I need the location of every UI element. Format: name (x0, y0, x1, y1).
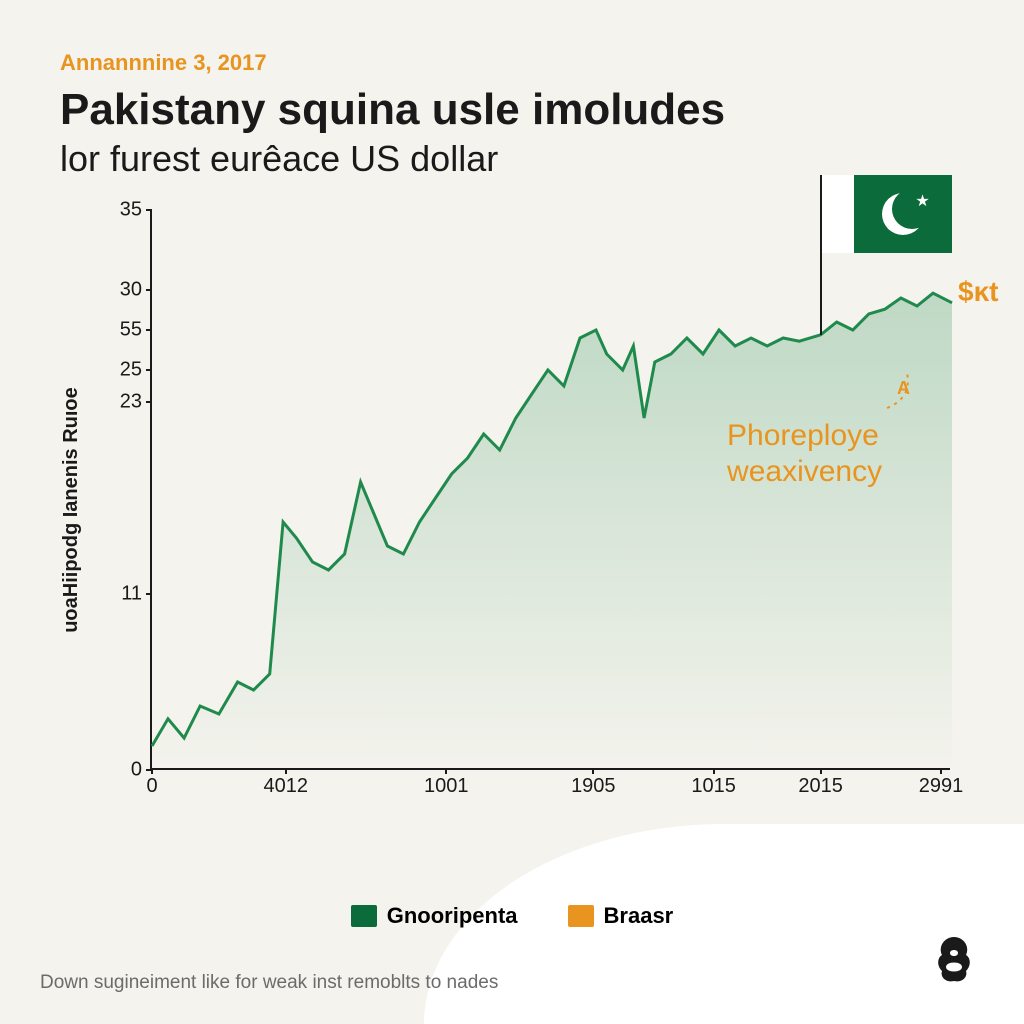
x-tick-label: 2991 (919, 775, 964, 798)
y-tick-label: 35 (102, 199, 142, 222)
legend-label-1: Braasr (604, 903, 674, 929)
callout-arrow-label: A (897, 378, 910, 399)
y-tick-label: 25 (102, 359, 142, 382)
legend-item-1: Braasr (568, 903, 674, 929)
chart-svg (152, 210, 952, 770)
x-tick-label: 1001 (424, 775, 469, 798)
plot-region: ★ $ĸt A Phoreploye weaxivency 0112325553… (150, 210, 950, 770)
legend: Gnooripenta Braasr (0, 903, 1024, 929)
end-value-label: $ĸt (958, 276, 998, 308)
flag-marker: ★ (820, 175, 822, 335)
legend-item-0: Gnooripenta (351, 903, 518, 929)
footer-text: Down sugineiment like for weak inst remo… (40, 972, 498, 994)
callout-line2: weaxivency (727, 454, 882, 490)
brand-logo-icon (924, 929, 984, 994)
subtitle: lor furest eurêace US dollar (60, 138, 964, 180)
main-title: Pakistany squina usle imoludes (60, 86, 964, 134)
y-tick-label: 11 (102, 583, 142, 606)
callout-line1: Phoreploye (727, 418, 882, 454)
y-tick-label: 0 (102, 759, 142, 782)
y-axis-label: uoaHiipodg Ianenis Ruıoe (60, 388, 83, 634)
x-tick-label: 0 (146, 775, 157, 798)
pakistan-flag-icon: ★ (822, 175, 952, 253)
chart-area: uoaHiipodg Ianenis Ruıoe (110, 210, 950, 810)
x-tick-label: 2015 (798, 775, 843, 798)
y-tick-label: 23 (102, 391, 142, 414)
legend-label-0: Gnooripenta (387, 903, 518, 929)
x-tick-label: 1905 (571, 775, 616, 798)
y-tick-label: 30 (102, 279, 142, 302)
date-label: Annannnine 3, 2017 (60, 50, 964, 76)
legend-swatch-1 (568, 905, 594, 927)
x-tick-label: 1015 (691, 775, 736, 798)
legend-swatch-0 (351, 905, 377, 927)
x-tick-label: 4012 (263, 775, 308, 798)
callout-text: Phoreploye weaxivency (727, 418, 882, 490)
infographic-container: Annannnine 3, 2017 Pakistany squina usle… (0, 0, 1024, 1024)
y-tick-label: 55 (102, 319, 142, 342)
